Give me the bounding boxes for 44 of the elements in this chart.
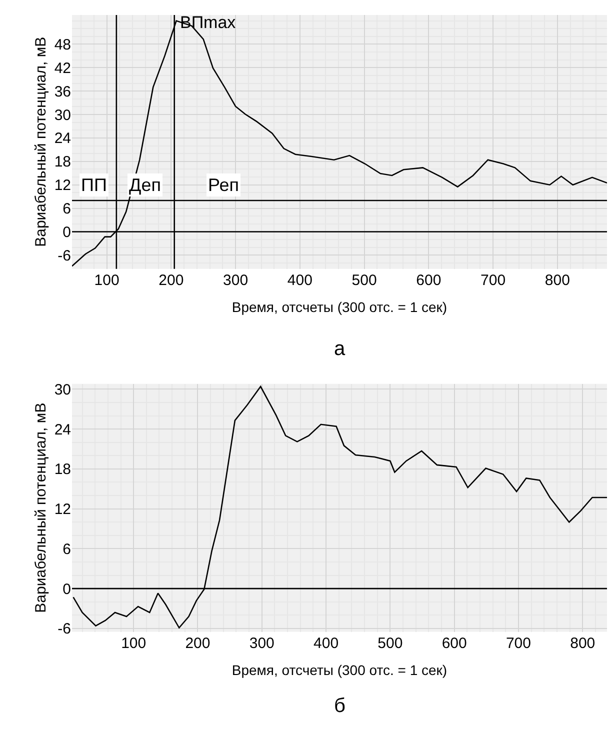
y-tick-label: 48 <box>54 36 71 54</box>
x-tick-label: 300 <box>249 634 274 652</box>
x-tick-label: 600 <box>416 272 442 289</box>
annotation: ПП <box>81 175 107 195</box>
x-tick-label: 200 <box>185 634 210 652</box>
text: б <box>334 695 346 717</box>
line-series <box>72 386 607 628</box>
y-axis-title: Вариабельный потенциал, мВ <box>32 402 50 613</box>
y-tick-label: 36 <box>54 83 71 100</box>
x-tick-label: 800 <box>570 634 596 652</box>
y-tick-label: 24 <box>54 421 71 438</box>
y-tick-label: -6 <box>58 620 71 638</box>
x-tick-label: 300 <box>223 272 248 289</box>
y-tick-label: 12 <box>54 177 71 194</box>
y-tick-label: -6 <box>58 247 71 264</box>
y-tick-label: 12 <box>54 501 71 518</box>
x-tick-label: 100 <box>121 634 146 652</box>
x-tick-label: 100 <box>94 272 120 289</box>
x-tick-label: 800 <box>544 272 570 289</box>
x-tick-label: 200 <box>158 272 184 289</box>
ref-line-label: ВПmax <box>180 13 236 32</box>
text: а <box>334 338 346 360</box>
annotation: Реп <box>208 175 239 195</box>
y-tick-label: 42 <box>54 60 71 77</box>
x-tick-label: 500 <box>378 634 403 652</box>
y-tick-label: 6 <box>62 200 71 218</box>
y-tick-label: 18 <box>54 461 71 478</box>
x-tick-label: 700 <box>506 634 531 652</box>
y-tick-label: 18 <box>54 154 71 171</box>
x-tick-label: 700 <box>480 272 506 289</box>
x-tick-label: 400 <box>287 272 312 289</box>
y-tick-label: 30 <box>54 381 71 398</box>
x-axis-title: Время, отсчеты (300 отс. = 1 сек) <box>232 299 448 316</box>
y-tick-label: 24 <box>54 130 71 148</box>
annotation: Деп <box>129 175 161 195</box>
y-tick-label: 0 <box>62 224 71 241</box>
x-tick-label: 500 <box>352 272 377 289</box>
y-tick-label: 6 <box>62 540 71 558</box>
y-axis-title: Вариабельный потенциал, мВ <box>32 36 50 247</box>
x-tick-label: 600 <box>442 634 467 652</box>
x-tick-label: 400 <box>314 634 339 652</box>
y-tick-label: 30 <box>54 106 71 124</box>
x-axis-title: Время, отсчеты (300 отс. = 1 сек) <box>232 662 448 678</box>
y-tick-label: 0 <box>62 580 71 598</box>
